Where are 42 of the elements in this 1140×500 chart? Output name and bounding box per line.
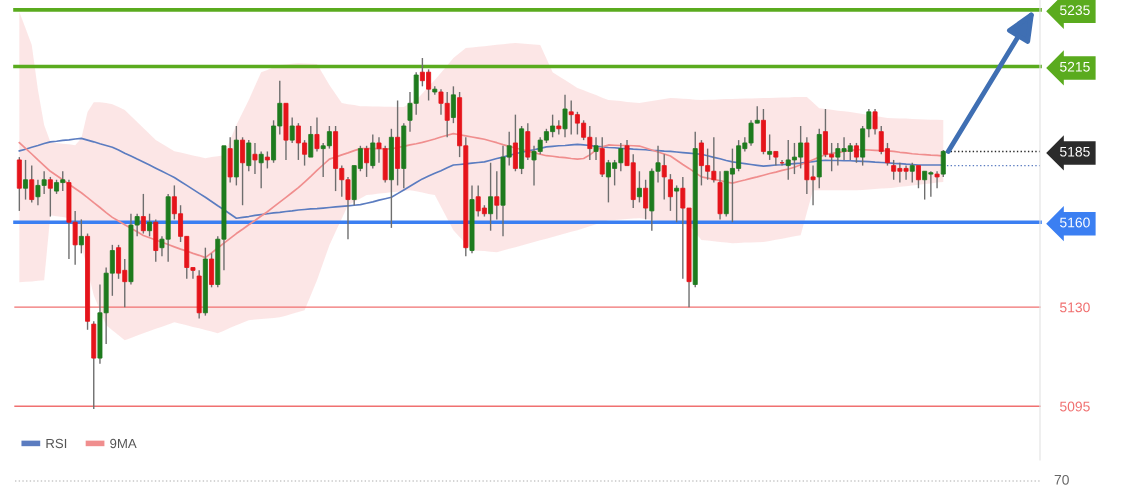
candlestick [29,164,35,204]
candlestick [488,162,494,232]
candlestick [667,173,673,212]
y-tick-label: 5160 [1060,217,1090,228]
candlestick [636,170,642,204]
y-tick-label: 5185 [1060,146,1090,157]
candlestick [916,164,921,189]
candlestick [872,108,878,136]
legend-label: RSI [46,438,67,449]
candlestick [593,136,599,161]
candlestick [258,150,264,189]
legend-label: 9MA [110,438,137,449]
candlestick [450,85,456,124]
candlestick [47,176,53,218]
candlestick [246,139,252,172]
candlestick [853,142,859,164]
candlestick [674,184,680,223]
candlestick [140,193,146,235]
candlestick [767,133,773,161]
candlestick [934,170,940,189]
candlestick [78,218,84,255]
candlestick [240,136,246,206]
candlestick [370,133,376,170]
candlestick [661,153,667,201]
candlestick [364,145,370,178]
candlestick [308,125,314,158]
y-tick-label: 5235 [1060,5,1090,16]
y-tick-label: 5130 [1060,302,1090,313]
candlestick [643,179,649,221]
candlestick [909,162,915,184]
candlestick [23,159,29,201]
candlestick [147,213,153,238]
y-tick-label: 5095 [1060,401,1090,412]
y-tick-label: 5215 [1060,61,1090,72]
candlestick [252,142,258,175]
candlestick [940,149,946,178]
candlestick [494,170,500,221]
candlestick [314,116,320,153]
candlestick [289,116,295,144]
text: 70 [1054,474,1069,485]
candlestick [556,119,562,136]
candlestick [562,94,568,138]
